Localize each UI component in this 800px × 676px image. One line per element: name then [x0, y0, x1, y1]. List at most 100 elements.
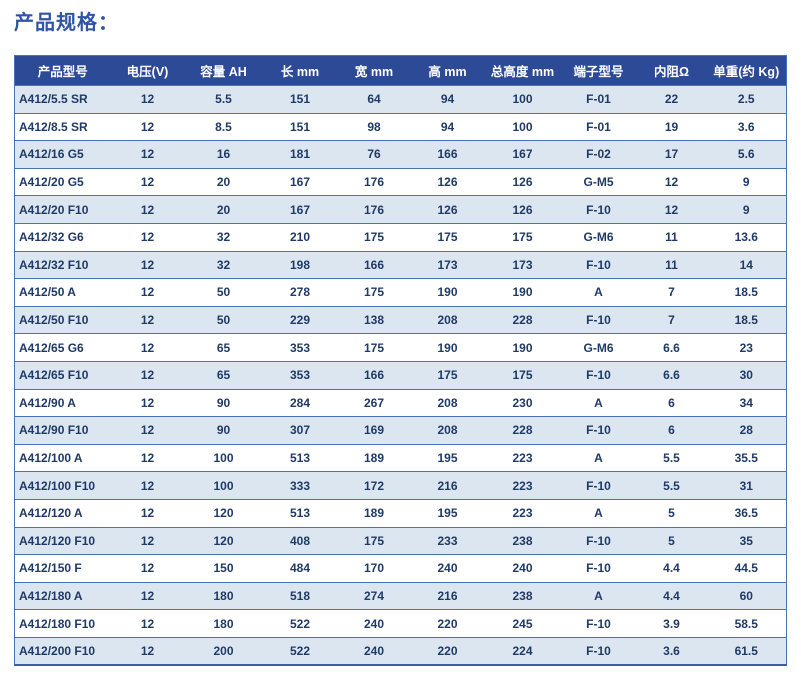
- table-cell: A412/65 G6: [14, 333, 111, 362]
- table-row: A412/20 F10 12 20 167 176 126 126 F-10 12 9: [14, 195, 787, 224]
- table-cell: 223: [484, 498, 561, 527]
- table-cell: 173: [484, 250, 561, 279]
- table-cell: 17: [636, 140, 707, 169]
- table-cell: 31: [706, 471, 787, 500]
- table-cell: A412/90 A: [14, 388, 111, 417]
- table-cell: 166: [337, 360, 411, 390]
- table-cell: 12: [110, 388, 185, 417]
- table-cell: 233: [410, 526, 485, 555]
- table-cell: A412/120 F10: [14, 526, 111, 555]
- table-cell: 240: [337, 609, 411, 638]
- table-cell: 208: [410, 305, 485, 334]
- table-row: A412/8.5 SR 12 8.5 151 98 94 100 F-01 19 3.6: [14, 112, 787, 141]
- table-row: A412/16 G5 12 16 181 76 166 167 F-02 17 5.6: [14, 140, 787, 169]
- table-header: 产品型号 电压(V) 容量 AH 长 mm 宽 mm 高 mm 总高度 mm 端子型号 内阻Ω 单…: [14, 55, 787, 86]
- table-row: A412/50 A 12 50 278 175 190 190 A 7 18.5: [14, 278, 787, 307]
- table-row: A412/180 F10 12 180 522 240 220 245 F-10 3.9 58.5: [14, 609, 787, 638]
- table-cell: F-10: [560, 305, 637, 334]
- table-cell: 90: [184, 416, 263, 445]
- table-cell: 223: [484, 471, 561, 500]
- table-cell: 12: [110, 222, 185, 252]
- table-cell: F-01: [560, 112, 637, 141]
- table-cell: 126: [410, 167, 485, 196]
- table-cell: A412/180 A: [14, 581, 111, 610]
- table-cell: 210: [262, 222, 338, 252]
- table-row: A412/90 A 12 90 284 267 208 230 A 6 34: [14, 388, 787, 417]
- table-cell: 224: [484, 636, 561, 665]
- table-cell: 166: [337, 250, 411, 279]
- table-row: A412/180 A 12 180 518 274 216 238 A 4.4 60: [14, 581, 787, 610]
- table-cell: 151: [262, 85, 338, 114]
- table-cell: 208: [410, 416, 485, 445]
- table-cell: 267: [337, 388, 411, 417]
- table-cell: F-10: [560, 554, 637, 583]
- table-cell: 6.6: [636, 360, 707, 390]
- table-cell: 100: [184, 471, 263, 500]
- table-cell: 100: [484, 112, 561, 141]
- table-cell: 175: [337, 278, 411, 307]
- table-cell: 22: [636, 85, 707, 114]
- table-cell: 175: [484, 222, 561, 252]
- table-cell: F-10: [560, 250, 637, 279]
- table-cell: 176: [337, 167, 411, 196]
- table-row: A412/90 F10 12 90 307 169 208 228 F-10 6 28: [14, 416, 787, 445]
- table-cell: 32: [184, 222, 263, 252]
- table-cell: 175: [410, 222, 485, 252]
- table-cell: 176: [337, 195, 411, 224]
- table-cell: 5: [636, 498, 707, 527]
- table-cell: 220: [410, 609, 485, 638]
- table-cell: 12: [110, 416, 185, 445]
- table-cell: 12: [110, 498, 185, 527]
- table-cell: 513: [262, 498, 338, 527]
- table-cell: 12: [110, 250, 185, 279]
- table-cell: 18.5: [706, 305, 787, 334]
- column-header: 容量 AH: [184, 55, 263, 86]
- table-cell: 35: [706, 526, 787, 555]
- table-cell: 284: [262, 388, 338, 417]
- table-cell: 3.6: [636, 636, 707, 665]
- table-row: A412/50 F10 12 50 229 138 208 228 F-10 7 18.5: [14, 305, 787, 334]
- column-header: 端子型号: [560, 55, 637, 86]
- table-cell: 181: [262, 140, 338, 169]
- table-cell: F-02: [560, 140, 637, 169]
- table-cell: 230: [484, 388, 561, 417]
- table-cell: A412/32 F10: [14, 250, 111, 279]
- table-cell: 12: [110, 140, 185, 169]
- table-cell: 12: [110, 305, 185, 334]
- table-cell: A412/90 F10: [14, 416, 111, 445]
- table-row: A412/120 F10 12 120 408 175 233 238 F-10 5 35: [14, 526, 787, 555]
- table-cell: A412/180 F10: [14, 609, 111, 638]
- table-cell: 7: [636, 278, 707, 307]
- table-cell: 189: [337, 498, 411, 527]
- table-cell: 5.6: [706, 140, 787, 169]
- table-cell: A412/200 F10: [14, 636, 111, 665]
- table-cell: A412/50 A: [14, 278, 111, 307]
- table-cell: 60: [706, 581, 787, 610]
- table-cell: A412/50 F10: [14, 305, 111, 334]
- table-cell: 30: [706, 360, 787, 390]
- table-row: A412/200 F10 12 200 522 240 220 224 F-10 3.6 61.5: [14, 636, 787, 665]
- table-cell: 12: [110, 554, 185, 583]
- table-cell: 12: [110, 333, 185, 362]
- table-cell: 12: [110, 581, 185, 610]
- table-cell: 484: [262, 554, 338, 583]
- table-cell: 175: [410, 360, 485, 390]
- table-cell: 12: [110, 167, 185, 196]
- column-header: 宽 mm: [337, 55, 411, 86]
- table-row: A412/5.5 SR 12 5.5 151 64 94 100 F-01 22 2.5: [14, 85, 787, 114]
- table-cell: 7: [636, 305, 707, 334]
- table-cell: A412/16 G5: [14, 140, 111, 169]
- table-cell: 6: [636, 388, 707, 417]
- table-cell: 172: [337, 471, 411, 500]
- page-title: 产品规格：: [14, 10, 119, 34]
- table-row: A412/32 G6 12 32 210 175 175 175 G-M6 11 13.6: [14, 222, 787, 252]
- table-cell: 12: [636, 195, 707, 224]
- table-cell: F-01: [560, 85, 637, 114]
- column-header: 单重(约 Kg): [706, 55, 787, 86]
- table-cell: 229: [262, 305, 338, 334]
- table-cell: 190: [484, 333, 561, 362]
- table-cell: 36.5: [706, 498, 787, 527]
- table-cell: A412/65 F10: [14, 360, 111, 390]
- table-cell: 216: [410, 581, 485, 610]
- table-cell: 353: [262, 333, 338, 362]
